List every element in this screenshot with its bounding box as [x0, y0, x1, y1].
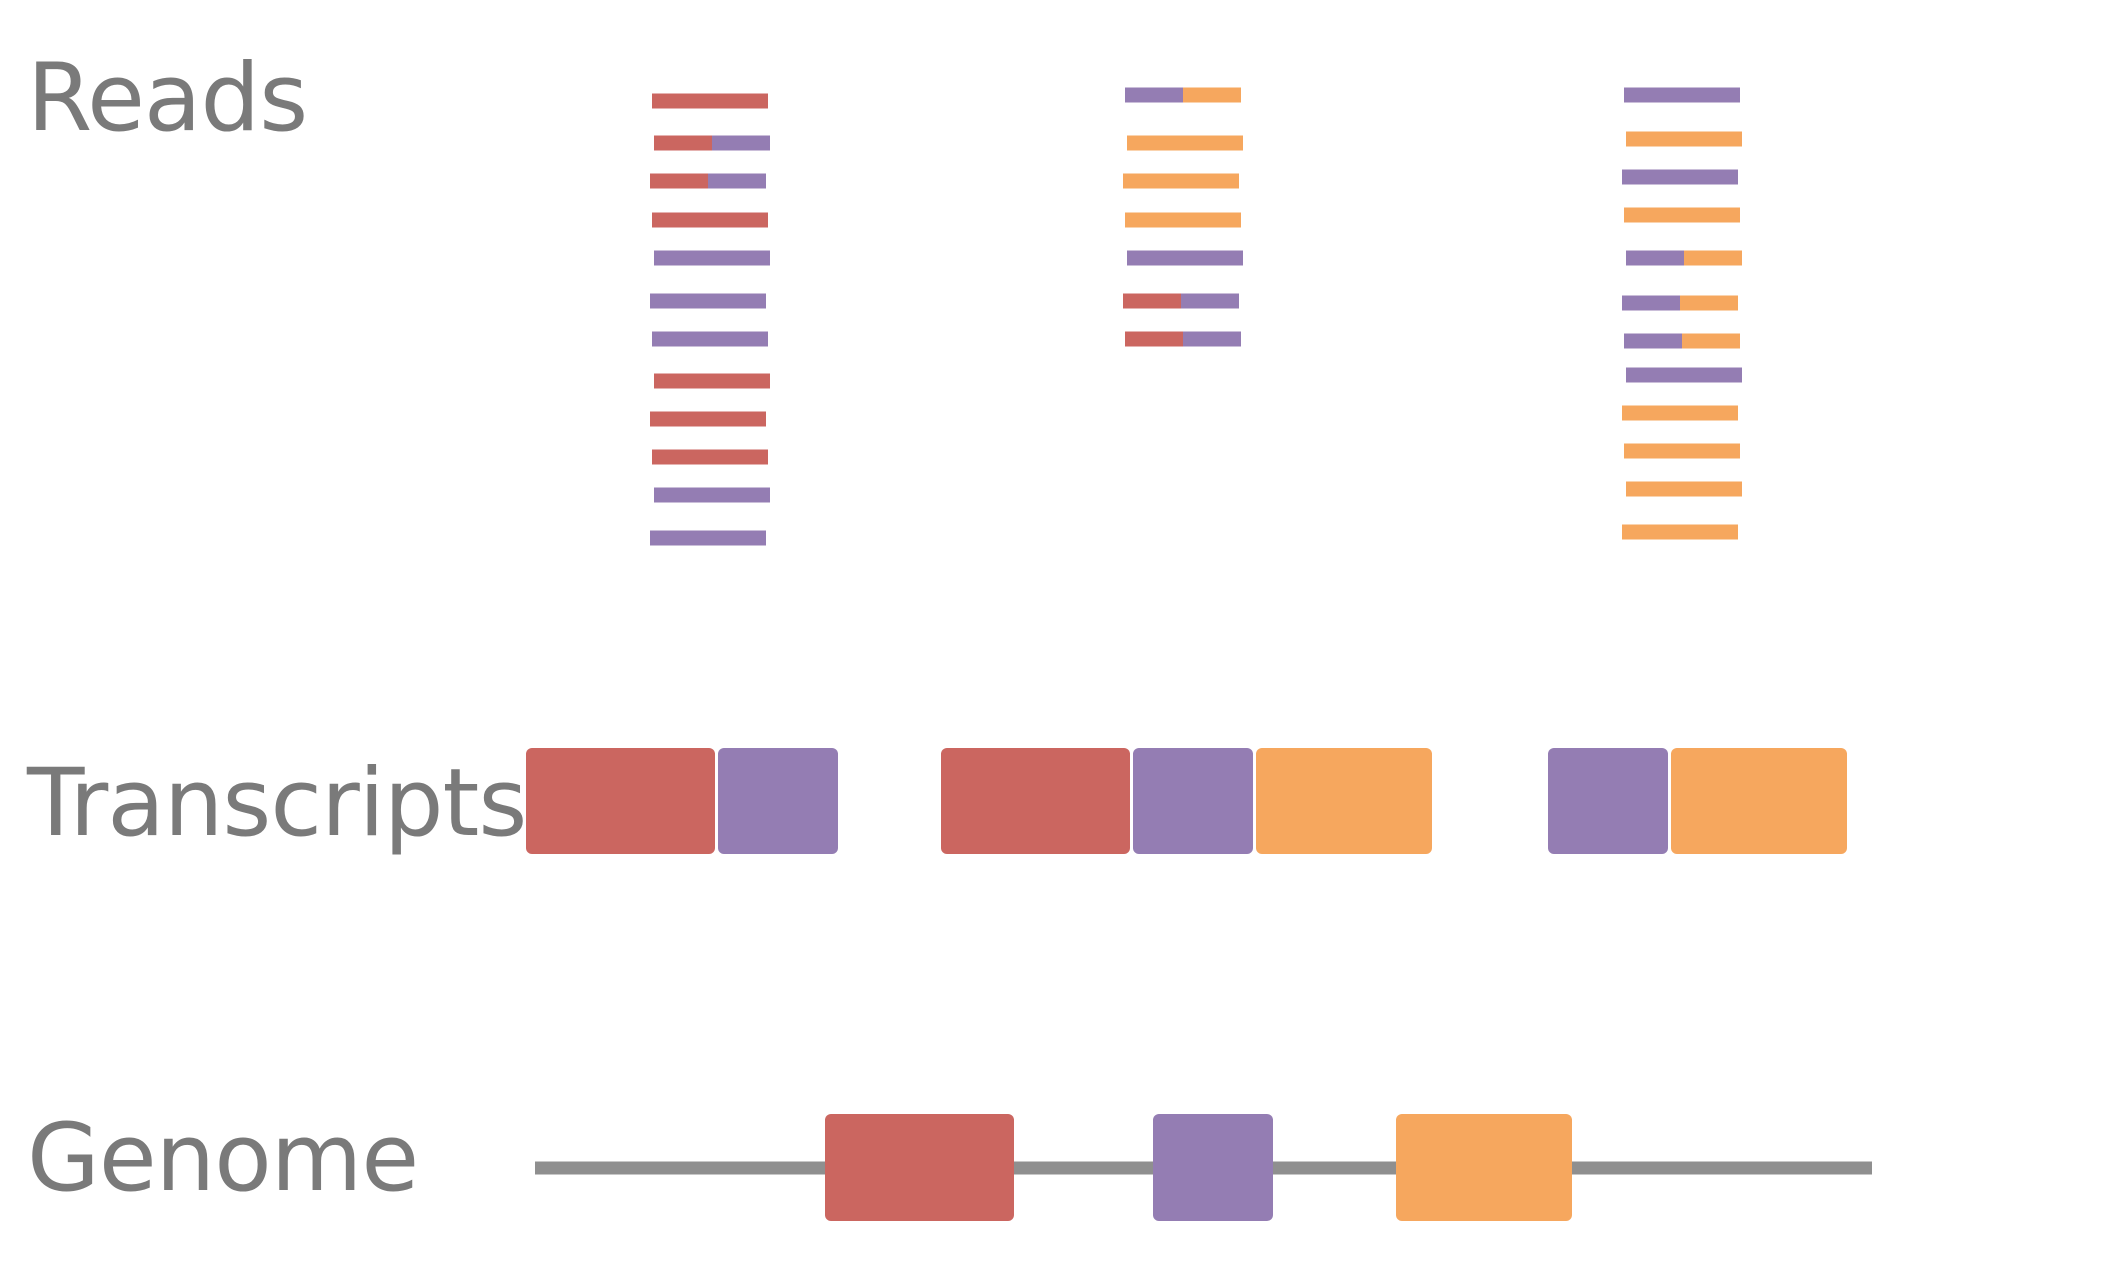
transcript-1-exon-1-block [526, 748, 715, 854]
transcript-3-read-2 [1626, 131, 1742, 147]
transcript-3-read-6-right [1680, 295, 1738, 311]
transcript-3-exon-3-block [1671, 748, 1847, 854]
transcript-2-read-1-right [1183, 87, 1241, 103]
genome-exon-1-block [825, 1114, 1014, 1221]
transcript-1-read-9 [650, 411, 766, 427]
genome-exon-2-block [1153, 1114, 1273, 1221]
reads-track [650, 87, 1742, 546]
transcript-1-read-4 [652, 212, 768, 228]
transcript-3-read-7-right [1682, 333, 1740, 349]
transcript-3-read-3 [1622, 169, 1738, 185]
transcript-2-read-7-left [1125, 331, 1183, 347]
transcript-1-read-11 [654, 487, 770, 503]
transcript-1-read-10 [652, 449, 768, 465]
transcript-1-read-6 [650, 293, 766, 309]
transcript-3-read-1 [1624, 87, 1740, 103]
transcript-2-read-5 [1127, 250, 1243, 266]
transcript-3-exon-2-block [1548, 748, 1668, 854]
transcript-1-read-8 [654, 373, 770, 389]
transcript-2-read-7-right [1183, 331, 1241, 347]
genome-exon-3-block [1396, 1114, 1572, 1221]
transcript-2-read-1-left [1125, 87, 1183, 103]
transcript-1-read-3-right [708, 173, 766, 189]
transcript-2-read-6-left [1123, 293, 1181, 309]
transcript-1-read-1 [652, 93, 768, 109]
transcripts-label: Transcripts [27, 749, 527, 858]
transcript-1-read-2-left [654, 135, 712, 151]
transcript-3-read-9 [1622, 405, 1738, 421]
transcript-3-read-12 [1622, 524, 1738, 540]
transcript-3-read-8 [1626, 367, 1742, 383]
transcript-3-read-7-left [1624, 333, 1682, 349]
transcript-3-read-5-right [1684, 250, 1742, 266]
genome-track [535, 1114, 1872, 1221]
transcript-1-read-2-right [712, 135, 770, 151]
transcript-2-exon-1-block [941, 748, 1130, 854]
transcript-1-exon-2-block [718, 748, 838, 854]
transcript-1-read-3-left [650, 173, 708, 189]
reads-label: Reads [27, 44, 308, 153]
transcript-1-read-5 [654, 250, 770, 266]
transcripts-track [526, 748, 1847, 854]
genome-label: Genome [27, 1104, 419, 1213]
transcript-2-read-4 [1125, 212, 1241, 228]
transcript-3-read-11 [1626, 481, 1742, 497]
transcript-1-read-7 [652, 331, 768, 347]
transcript-2-exon-2-block [1133, 748, 1253, 854]
transcript-3-read-4 [1624, 207, 1740, 223]
transcript-1-read-12 [650, 530, 766, 546]
transcript-2-read-6-right [1181, 293, 1239, 309]
transcript-3-read-5-left [1626, 250, 1684, 266]
transcript-3-read-10 [1624, 443, 1740, 459]
transcript-3-read-6-left [1622, 295, 1680, 311]
transcript-2-read-3 [1123, 173, 1239, 189]
transcript-2-exon-3-block [1256, 748, 1432, 854]
transcript-2-read-2 [1127, 135, 1243, 151]
